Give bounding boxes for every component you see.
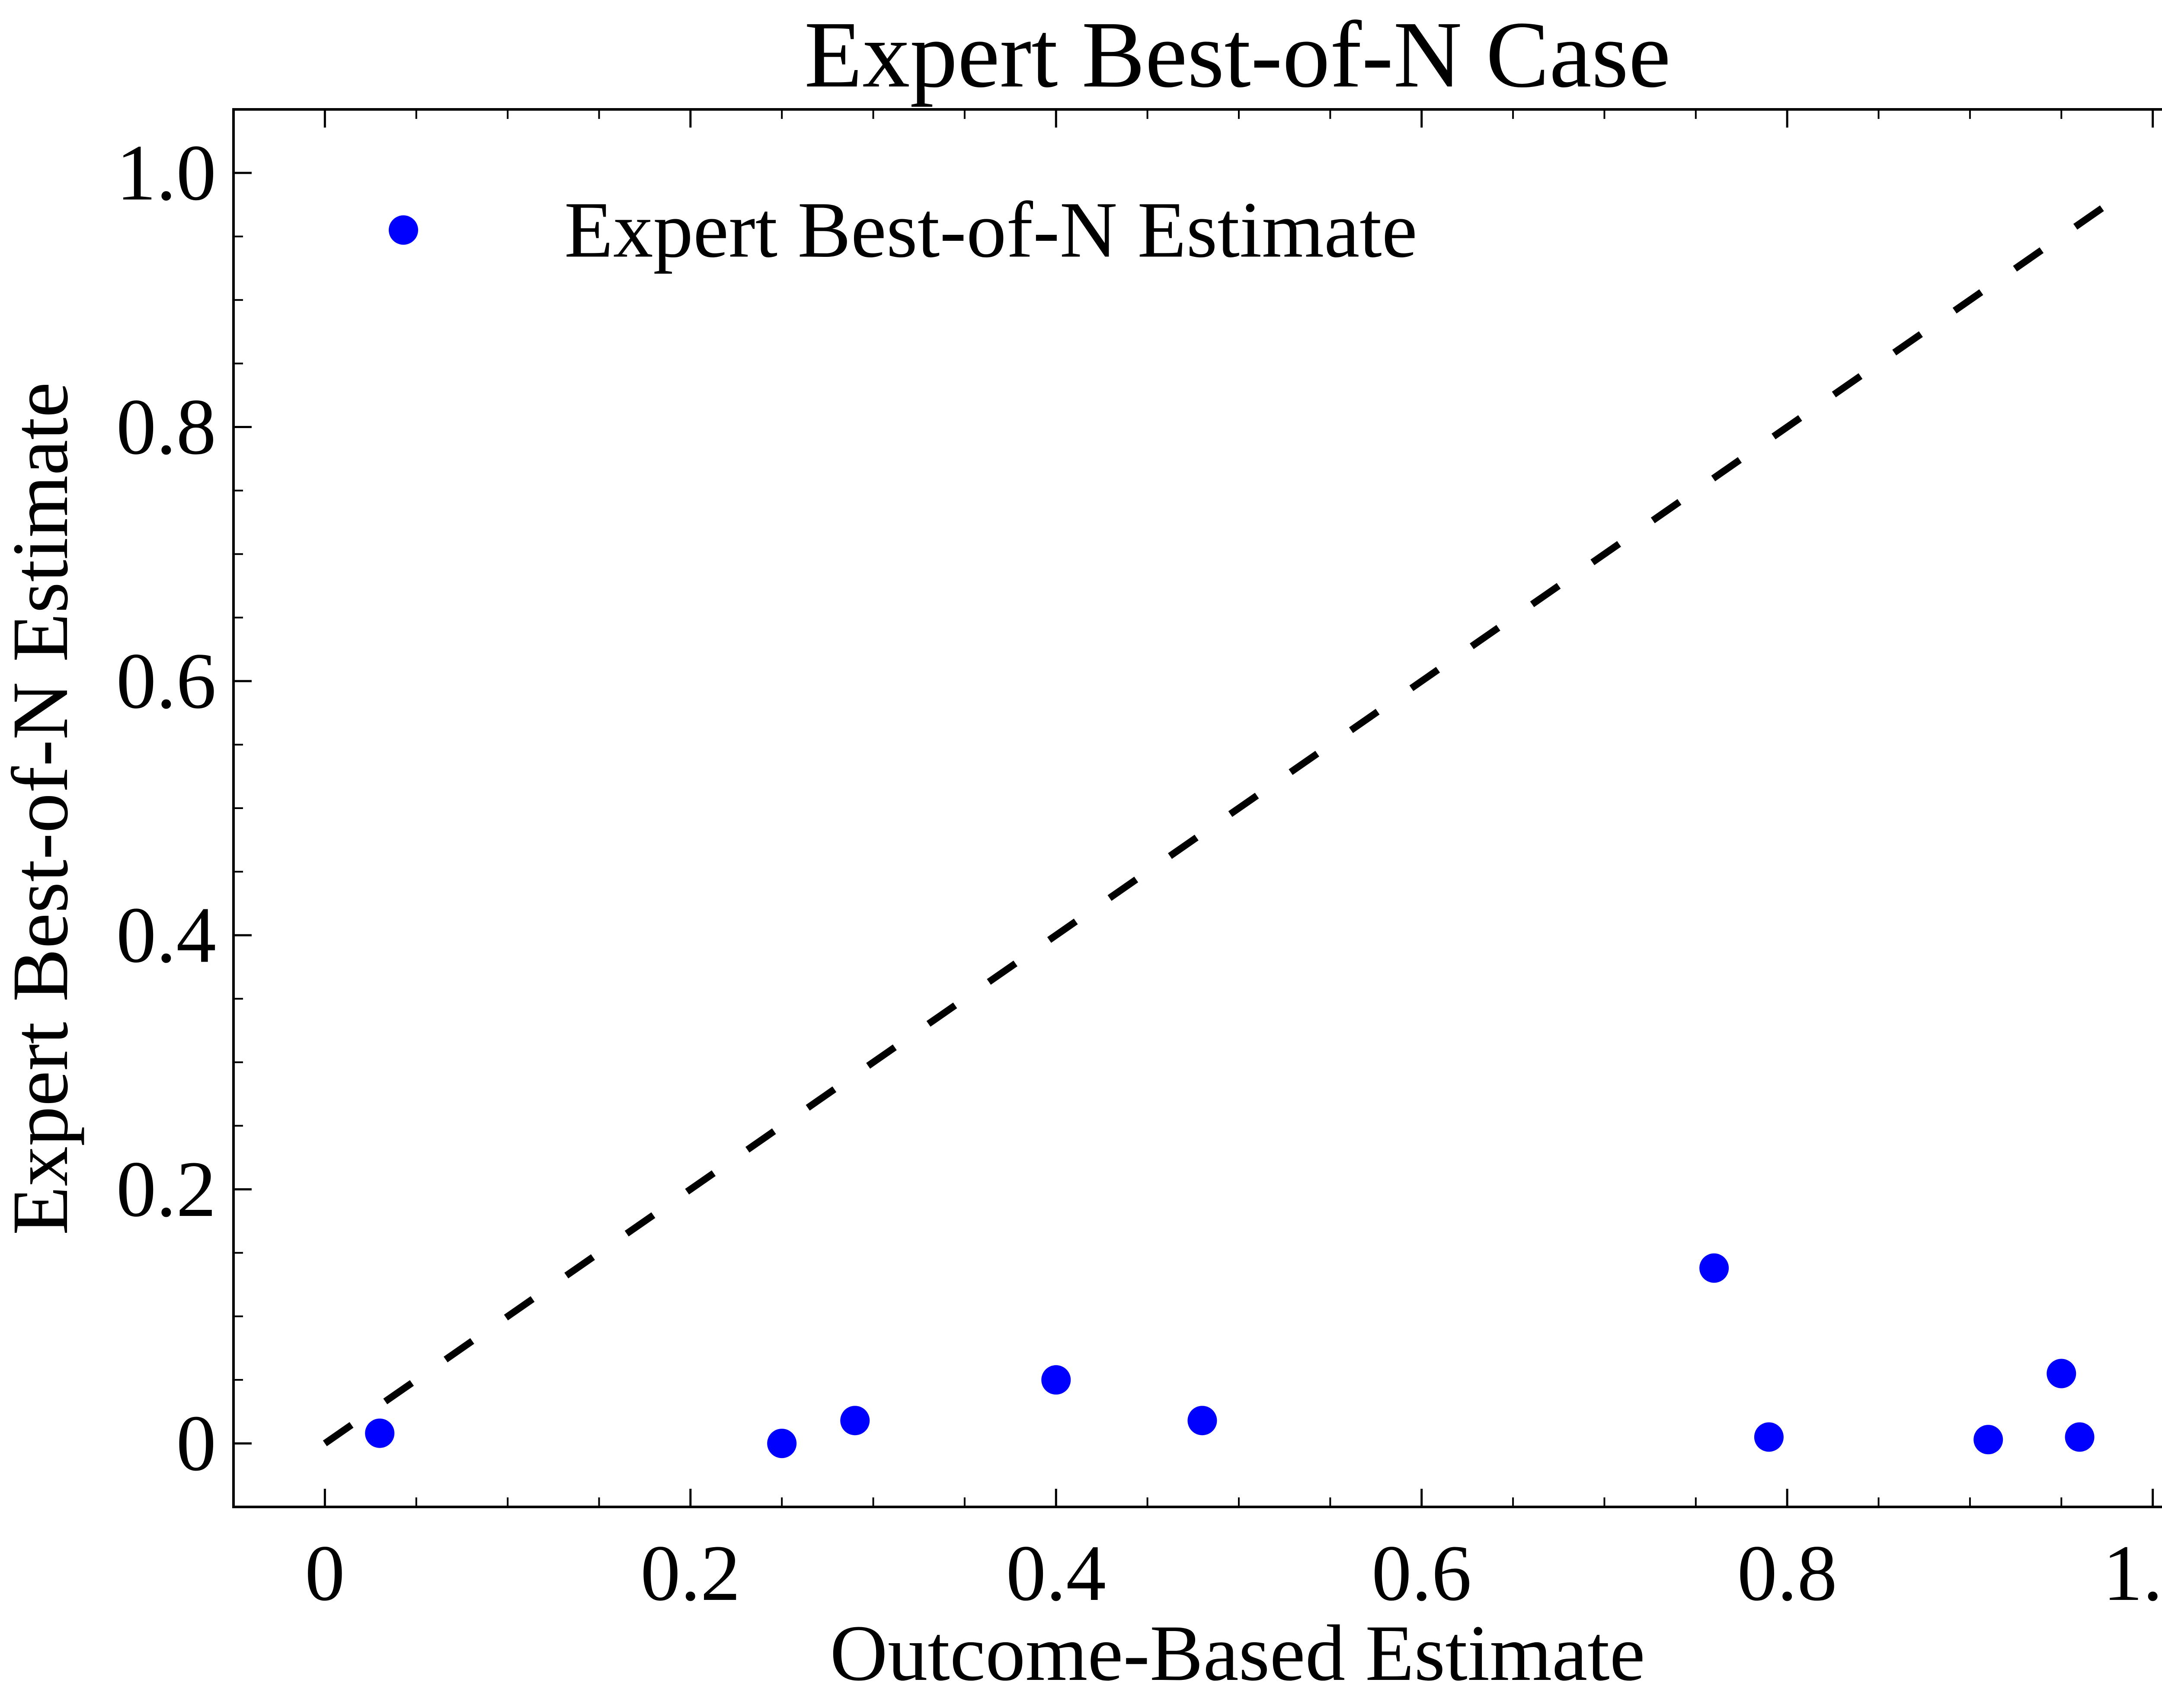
data-point xyxy=(1187,1406,1217,1436)
plot-area xyxy=(232,108,2162,1508)
data-point xyxy=(1041,1365,1071,1395)
y-tick-label: 0.4 xyxy=(116,891,216,979)
minor-ticks xyxy=(233,109,2063,1508)
data-point xyxy=(2065,1422,2095,1452)
x-tick-label: 0.2 xyxy=(640,1529,740,1618)
x-tick-labels: 0 0.2 0.4 0.6 0.8 1.0 xyxy=(305,1529,2162,1618)
y-tick-labels: 0 0.2 0.4 0.6 0.8 1.0 xyxy=(116,128,216,1487)
data-point xyxy=(840,1406,870,1436)
x-tick-label: 0.8 xyxy=(1737,1529,1837,1618)
chart-title: Expert Best-of-N Case xyxy=(804,2,1671,107)
data-points xyxy=(365,1253,2095,1459)
data-point xyxy=(1699,1253,1729,1283)
y-axis-label: Expert Best-of-N Estimate xyxy=(0,382,85,1235)
legend: Expert Best-of-N Estimate xyxy=(389,186,1417,275)
x-tick-label: 1.0 xyxy=(2103,1529,2162,1618)
major-ticks xyxy=(233,109,2154,1507)
reference-diagonal-line xyxy=(323,195,2118,1446)
x-tick-label: 0.6 xyxy=(1372,1529,1471,1618)
x-tick-label: 0 xyxy=(305,1529,345,1618)
y-tick-label: 0.8 xyxy=(116,383,216,471)
data-point xyxy=(1754,1422,1784,1452)
x-axis-label: Outcome-Based Estimate xyxy=(830,1609,1645,1698)
y-tick-label: 1.0 xyxy=(116,128,216,217)
data-point xyxy=(365,1418,395,1448)
legend-marker xyxy=(389,215,418,245)
y-tick-label: 0.2 xyxy=(116,1145,216,1234)
data-point xyxy=(767,1429,797,1459)
x-tick-label: 0.4 xyxy=(1006,1529,1106,1618)
y-tick-label: 0.6 xyxy=(116,637,216,726)
data-point xyxy=(1973,1425,2003,1455)
data-point xyxy=(2047,1359,2076,1388)
legend-label: Expert Best-of-N Estimate xyxy=(564,186,1417,275)
y-tick-label: 0 xyxy=(176,1399,217,1488)
